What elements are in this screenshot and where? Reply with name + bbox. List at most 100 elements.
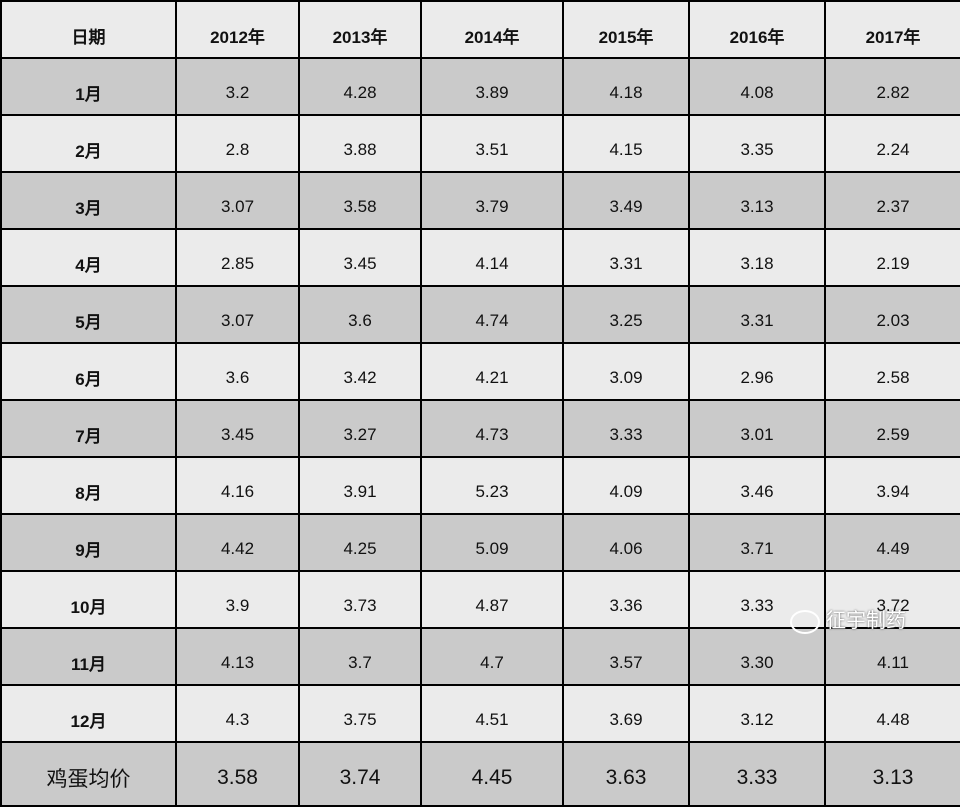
table-row: 9月 4.42 4.25 5.09 4.06 3.71 4.49 — [0, 513, 960, 572]
cell: 2.37 — [824, 171, 960, 230]
cell: 4.21 — [420, 342, 564, 401]
cell: 2017年 — [824, 0, 960, 59]
cell: 3.51 — [420, 114, 564, 173]
cell: 3.9 — [175, 570, 300, 629]
cell: 4.48 — [824, 684, 960, 743]
table-row: 5月 3.07 3.6 4.74 3.25 3.31 2.03 — [0, 285, 960, 344]
cell: 2.82 — [824, 57, 960, 116]
row-label: 12月 — [0, 684, 177, 743]
cell: 3.25 — [562, 285, 690, 344]
cell: 2.59 — [824, 399, 960, 458]
cell: 3.35 — [688, 114, 826, 173]
cell: 3.12 — [688, 684, 826, 743]
cell: 2.24 — [824, 114, 960, 173]
cell: 3.79 — [420, 171, 564, 230]
cell: 3.6 — [175, 342, 300, 401]
row-label: 10月 — [0, 570, 177, 629]
cell: 4.74 — [420, 285, 564, 344]
cell: 3.46 — [688, 456, 826, 515]
cell: 3.07 — [175, 171, 300, 230]
cell: 5.23 — [420, 456, 564, 515]
cell: 3.75 — [298, 684, 422, 743]
cell: 4.87 — [420, 570, 564, 629]
cell: 2.03 — [824, 285, 960, 344]
cell: 2.58 — [824, 342, 960, 401]
row-label: 1月 — [0, 57, 177, 116]
cell: 3.2 — [175, 57, 300, 116]
cell: 3.30 — [688, 627, 826, 686]
cell: 5.09 — [420, 513, 564, 572]
table-row: 3月 3.07 3.58 3.79 3.49 3.13 2.37 — [0, 171, 960, 230]
watermark-icon — [790, 609, 820, 634]
cell: 4.18 — [562, 57, 690, 116]
row-label: 7月 — [0, 399, 177, 458]
cell: 3.13 — [688, 171, 826, 230]
row-label: 鸡蛋均价 — [0, 741, 177, 807]
cell: 3.07 — [175, 285, 300, 344]
cell: 4.15 — [562, 114, 690, 173]
table-row: 12月 4.3 3.75 4.51 3.69 3.12 4.48 — [0, 684, 960, 743]
table-row: 鸡蛋均价 3.58 3.74 4.45 3.63 3.33 3.13 — [0, 741, 960, 807]
cell: 3.13 — [824, 741, 960, 807]
row-label: 5月 — [0, 285, 177, 344]
table-row: 6月 3.6 3.42 4.21 3.09 2.96 2.58 — [0, 342, 960, 401]
cell: 4.28 — [298, 57, 422, 116]
cell: 3.6 — [298, 285, 422, 344]
cell: 2015年 — [562, 0, 690, 59]
table-row: 11月 4.13 3.7 4.7 3.57 3.30 4.11 — [0, 627, 960, 686]
cell: 4.11 — [824, 627, 960, 686]
cell: 3.42 — [298, 342, 422, 401]
cell: 3.72 — [824, 570, 960, 629]
table-row: 10月 3.9 3.73 4.87 3.36 3.33 3.72 — [0, 570, 960, 629]
cell: 4.16 — [175, 456, 300, 515]
row-label: 4月 — [0, 228, 177, 287]
cell: 3.58 — [175, 741, 300, 807]
row-label: 6月 — [0, 342, 177, 401]
cell: 2014年 — [420, 0, 564, 59]
cell: 3.01 — [688, 399, 826, 458]
cell: 2013年 — [298, 0, 422, 59]
cell: 3.31 — [688, 285, 826, 344]
cell: 4.7 — [420, 627, 564, 686]
cell: 4.49 — [824, 513, 960, 572]
cell: 3.88 — [298, 114, 422, 173]
cell: 2.85 — [175, 228, 300, 287]
cell: 3.49 — [562, 171, 690, 230]
cell: 4.42 — [175, 513, 300, 572]
cell: 3.18 — [688, 228, 826, 287]
cell: 3.73 — [298, 570, 422, 629]
cell: 4.45 — [420, 741, 564, 807]
cell: 2016年 — [688, 0, 826, 59]
cell: 3.69 — [562, 684, 690, 743]
table-row: 8月 4.16 3.91 5.23 4.09 3.46 3.94 — [0, 456, 960, 515]
watermark-text: 征宇制药 — [826, 610, 906, 632]
cell: 3.94 — [824, 456, 960, 515]
row-label: 3月 — [0, 171, 177, 230]
table-row: 1月 3.2 4.28 3.89 4.18 4.08 2.82 — [0, 57, 960, 116]
cell: 4.51 — [420, 684, 564, 743]
cell: 3.31 — [562, 228, 690, 287]
cell: 3.71 — [688, 513, 826, 572]
table-row: 日期 2012年 2013年 2014年 2015年 2016年 2017年 — [0, 0, 960, 59]
row-label: 9月 — [0, 513, 177, 572]
cell: 3.57 — [562, 627, 690, 686]
row-label: 2月 — [0, 114, 177, 173]
cell: 4.14 — [420, 228, 564, 287]
cell: 3.36 — [562, 570, 690, 629]
cell: 3.09 — [562, 342, 690, 401]
cell: 2012年 — [175, 0, 300, 59]
cell: 3.89 — [420, 57, 564, 116]
cell: 3.63 — [562, 741, 690, 807]
row-label: 11月 — [0, 627, 177, 686]
cell: 4.3 — [175, 684, 300, 743]
table-row: 2月 2.8 3.88 3.51 4.15 3.35 2.24 — [0, 114, 960, 173]
cell: 3.91 — [298, 456, 422, 515]
cell: 4.09 — [562, 456, 690, 515]
cell: 4.06 — [562, 513, 690, 572]
cell: 3.45 — [298, 228, 422, 287]
table-row: 7月 3.45 3.27 4.73 3.33 3.01 2.59 — [0, 399, 960, 458]
cell: 2.19 — [824, 228, 960, 287]
